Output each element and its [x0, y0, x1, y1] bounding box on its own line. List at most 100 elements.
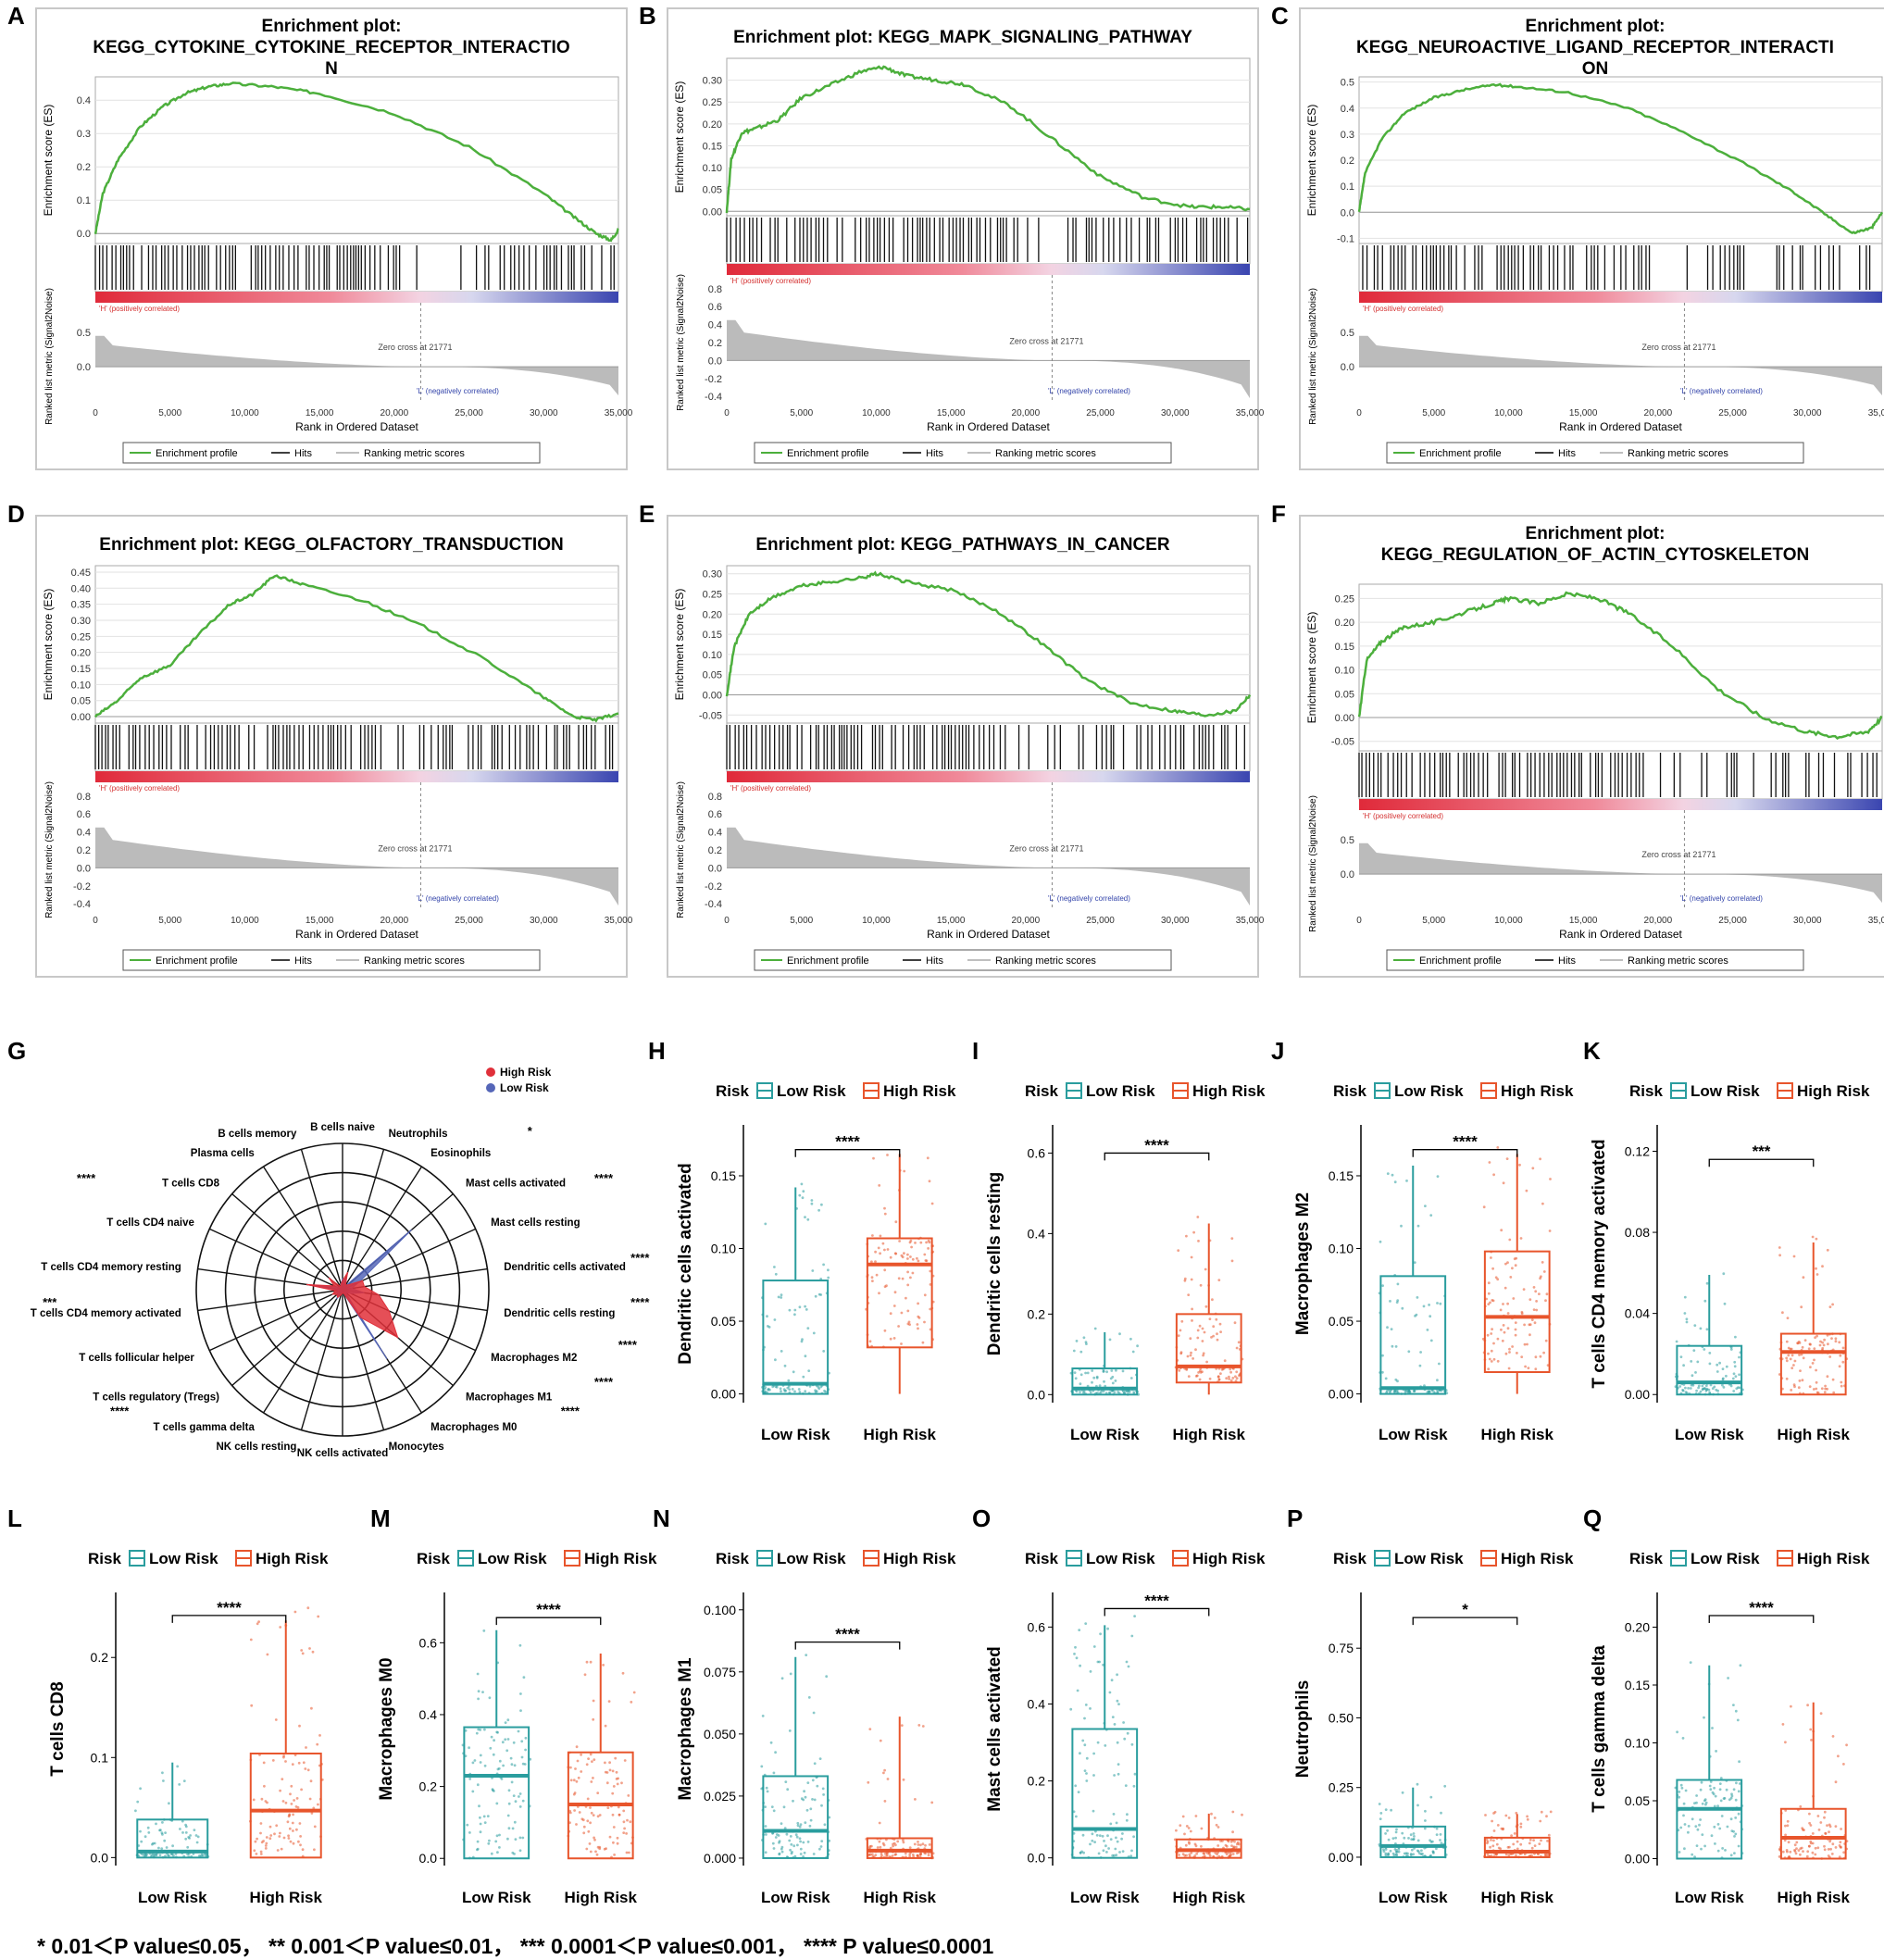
- jitter-point: [1205, 1360, 1208, 1364]
- jitter-point: [1487, 1352, 1490, 1355]
- jitter-point: [518, 1805, 522, 1808]
- jitter-point: [587, 1757, 590, 1760]
- jitter-point: [1826, 1248, 1829, 1252]
- jitter-point: [1491, 1819, 1493, 1823]
- jitter-point: [1834, 1337, 1838, 1341]
- jitter-point: [809, 1807, 813, 1811]
- jitter-point: [806, 1781, 810, 1784]
- x-tick-label: 20,000: [381, 916, 409, 926]
- jitter-point: [1526, 1817, 1529, 1821]
- es-tick-label: 0.20: [703, 609, 722, 620]
- jitter-point: [1116, 1741, 1119, 1744]
- jitter-point: [479, 1822, 482, 1826]
- jitter-point: [1734, 1798, 1738, 1802]
- jitter-point: [929, 1269, 932, 1273]
- jitter-point: [797, 1388, 801, 1391]
- significance-stars: ****: [1749, 1599, 1774, 1617]
- rank-tick-label: -0.4: [705, 392, 722, 403]
- jitter-point: [1192, 1357, 1194, 1360]
- jitter-point: [1515, 1811, 1518, 1815]
- jitter-point: [1526, 1342, 1528, 1346]
- rank-tick-label: 0.4: [708, 320, 722, 331]
- jitter-point: [908, 1846, 912, 1849]
- jitter-point: [157, 1846, 160, 1850]
- rank-gradient-bar: [727, 264, 1250, 275]
- jitter-point: [259, 1831, 262, 1835]
- jitter-point: [774, 1272, 778, 1276]
- y-axis-label: Macrophages M0: [377, 1657, 396, 1800]
- jitter-point: [1709, 1780, 1713, 1783]
- jitter-point: [925, 1241, 928, 1244]
- jitter-point: [1490, 1256, 1492, 1259]
- jitter-point: [1117, 1703, 1120, 1705]
- gsea-plot-actin: Enrichment plot: KEGG_REGULATION_OF_ACTIN…: [1299, 515, 1884, 978]
- jitter-point: [1794, 1852, 1798, 1855]
- panel-label-p: P: [1287, 1504, 1304, 1532]
- jitter-point: [513, 1820, 517, 1824]
- jitter-point: [1100, 1391, 1103, 1393]
- jitter-point: [1493, 1810, 1497, 1814]
- es-tick-label: 0.0: [77, 229, 91, 240]
- positively-correlated-label: 'H' (positively correlated): [99, 305, 180, 313]
- jitter-point: [1691, 1374, 1694, 1378]
- jitter-point: [892, 1305, 896, 1307]
- jitter-point: [1792, 1364, 1795, 1367]
- jitter-point: [286, 1820, 290, 1824]
- jitter-point: [903, 1252, 905, 1255]
- jitter-point: [900, 1311, 904, 1315]
- jitter-point: [464, 1729, 468, 1732]
- y-tick-label: 0.00: [1625, 1387, 1650, 1402]
- rank-gradient-bar: [1359, 292, 1882, 303]
- jitter-point: [1815, 1391, 1819, 1394]
- jitter-point: [607, 1700, 611, 1703]
- jitter-point: [621, 1671, 625, 1675]
- jitter-point: [914, 1242, 917, 1244]
- jitter-point: [879, 1739, 882, 1742]
- es-curve: [94, 574, 619, 723]
- jitter-point: [806, 1217, 810, 1221]
- jitter-point: [1413, 1390, 1416, 1392]
- legend-title: Risk: [417, 1550, 450, 1567]
- jitter-point: [1785, 1377, 1789, 1380]
- jitter-point: [775, 1833, 779, 1836]
- jitter-point: [1189, 1354, 1192, 1357]
- jitter-point: [479, 1830, 482, 1834]
- jitter-point: [1841, 1360, 1845, 1364]
- jitter-point: [1439, 1833, 1442, 1836]
- jitter-point: [1725, 1788, 1728, 1791]
- y-tick-label: 0.0: [419, 1851, 438, 1866]
- es-axis-label: Enrichment score (ES): [42, 105, 55, 217]
- jitter-point: [616, 1836, 619, 1840]
- jitter-point: [589, 1806, 592, 1809]
- jitter-point: [1538, 1842, 1541, 1845]
- jitter-point: [1815, 1237, 1818, 1241]
- jitter-point: [496, 1730, 499, 1734]
- jitter-point: [1784, 1741, 1787, 1744]
- jitter-point: [1111, 1375, 1115, 1379]
- jitter-point: [1732, 1372, 1736, 1376]
- jitter-point: [160, 1847, 164, 1850]
- jitter-point: [1506, 1312, 1510, 1315]
- radar-category-label: T cells follicular helper: [79, 1353, 194, 1364]
- jitter-point: [1436, 1302, 1439, 1305]
- jitter-point: [1108, 1691, 1112, 1694]
- jitter-point: [868, 1340, 872, 1343]
- legend-low-risk-label: Low Risk: [1086, 1082, 1155, 1100]
- y-tick-label: 0.10: [711, 1242, 736, 1256]
- jitter-point: [911, 1271, 915, 1275]
- jitter-point: [764, 1825, 767, 1828]
- jitter-point: [1112, 1813, 1116, 1816]
- jitter-point: [1492, 1173, 1495, 1177]
- jitter-point: [1539, 1355, 1542, 1358]
- jitter-point: [294, 1805, 298, 1808]
- jitter-point: [1183, 1832, 1186, 1836]
- jitter-point: [1127, 1665, 1130, 1668]
- boxplot-macrophages-m2: Risk Low Risk High Risk 0.00 0.05 0.10 0.15 Mac…: [1282, 1055, 1588, 1458]
- jitter-point: [1491, 1328, 1493, 1330]
- es-axis-label: Enrichment score (ES): [673, 81, 686, 194]
- y-tick-label: 0.025: [704, 1789, 736, 1804]
- jitter-point: [1511, 1345, 1514, 1348]
- jitter-point: [1703, 1716, 1705, 1719]
- jitter-point: [1510, 1834, 1513, 1838]
- jitter-point: [1542, 1270, 1546, 1273]
